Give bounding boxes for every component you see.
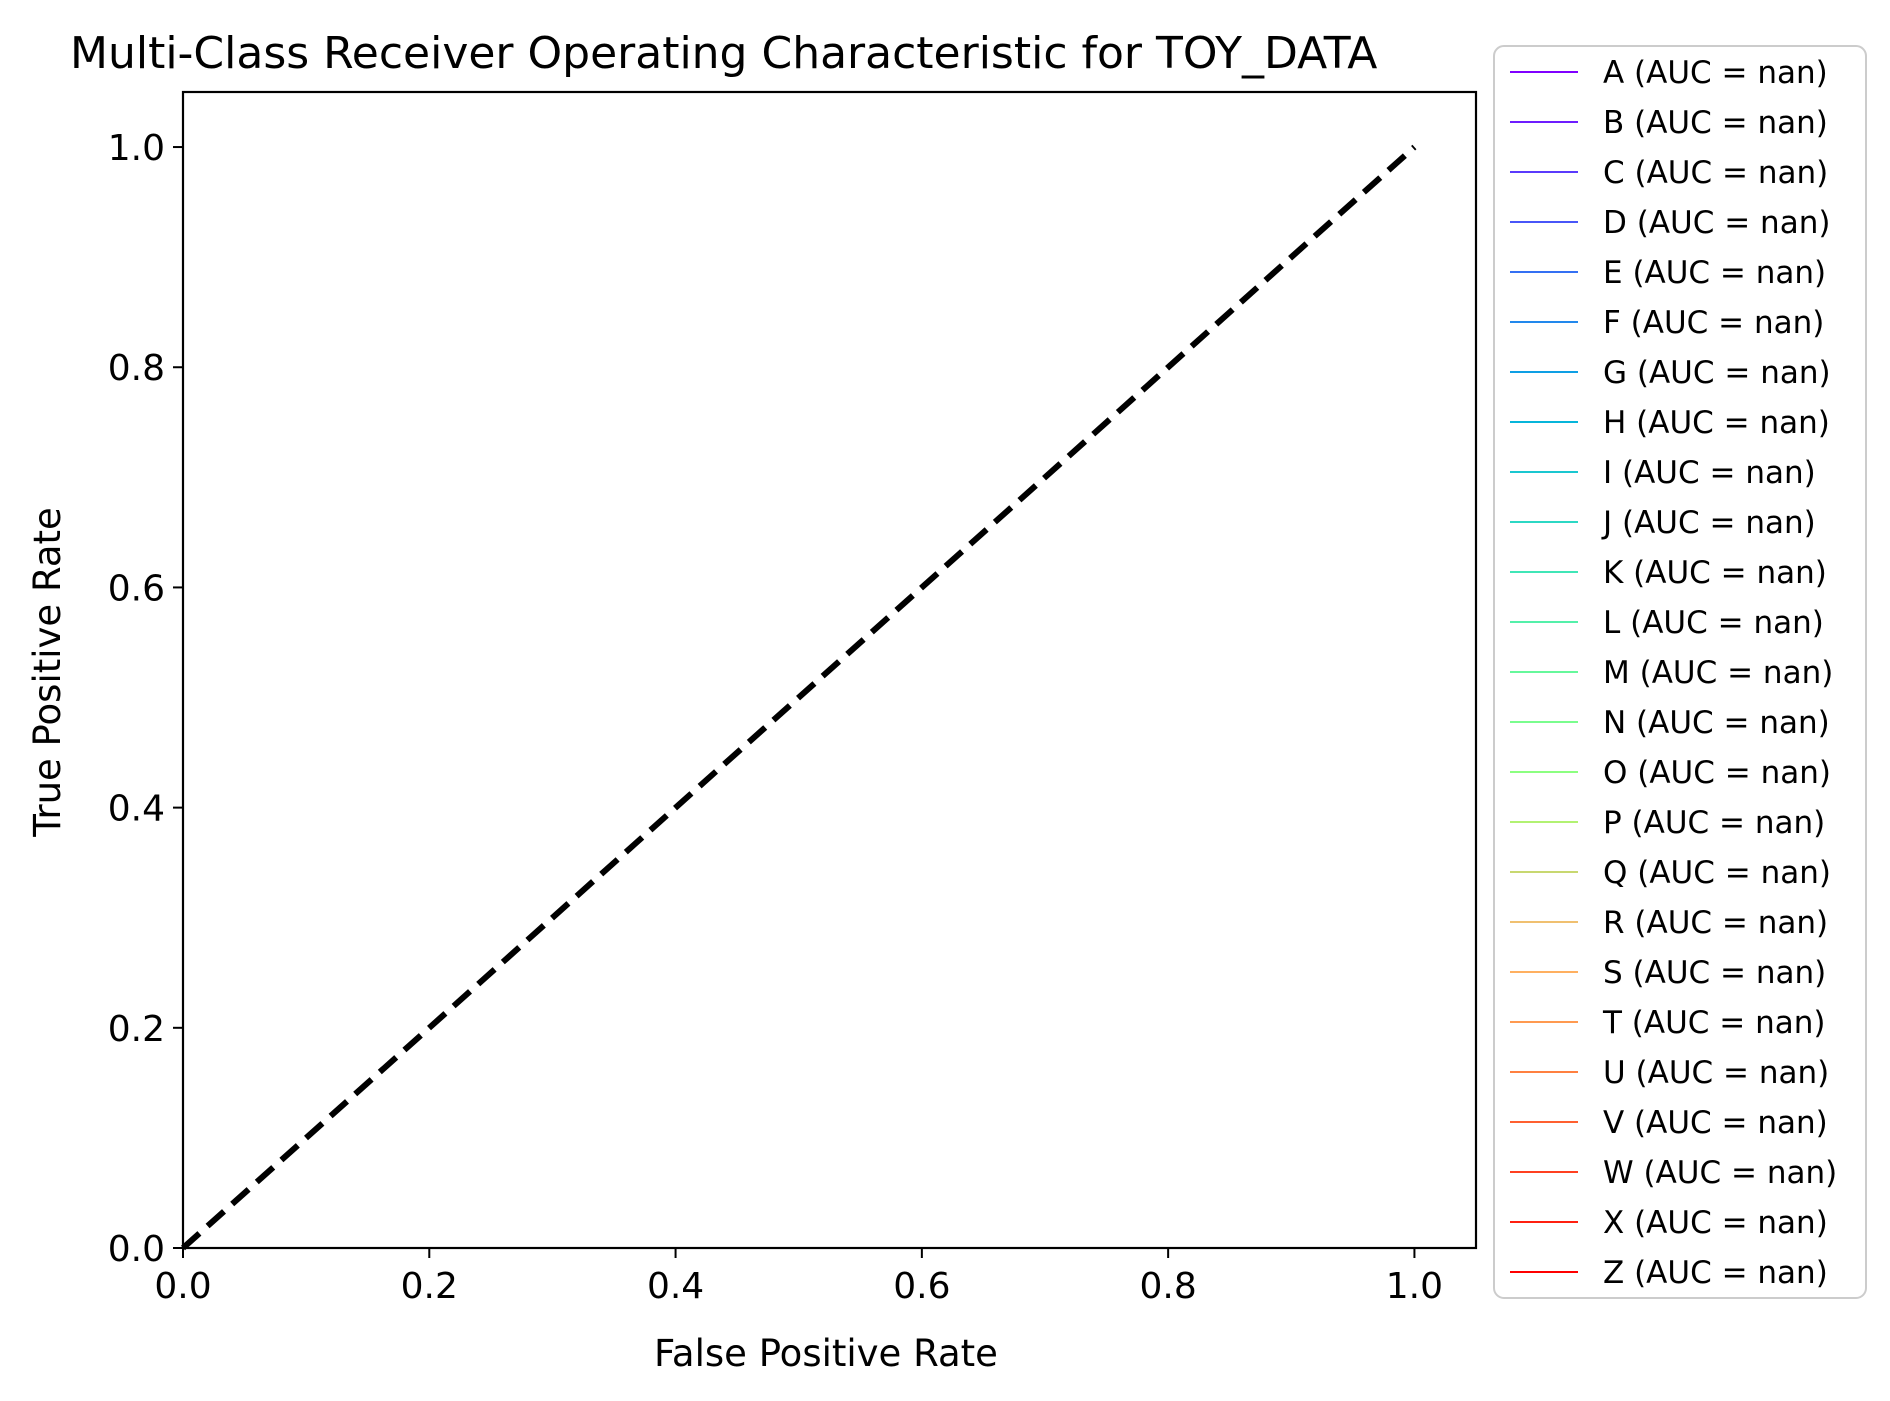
y-tick-label: 0.4 (108, 789, 165, 830)
legend-items: A (AUC = nan) B (AUC = nan) C (AUC = nan) D… (1510, 55, 1837, 1291)
legend-label: H (AUC = nan) (1603, 405, 1830, 441)
legend-label: Q (AUC = nan) (1603, 855, 1831, 891)
legend-entry: U (AUC = nan) (1510, 1055, 1829, 1091)
legend-label: F (AUC = nan) (1603, 305, 1824, 341)
legend-entry: C (AUC = nan) (1510, 155, 1828, 191)
y-axis-label: True Positive Rate (26, 507, 69, 838)
legend-label: A (AUC = nan) (1603, 55, 1828, 91)
legend-label: O (AUC = nan) (1603, 755, 1831, 791)
chance-diagonal-line (181, 144, 1417, 1251)
legend-entry: F (AUC = nan) (1510, 305, 1824, 341)
legend-label: E (AUC = nan) (1603, 255, 1826, 291)
legend-label: M (AUC = nan) (1603, 655, 1833, 691)
legend-label: U (AUC = nan) (1603, 1055, 1829, 1091)
legend-label: T (AUC = nan) (1602, 1005, 1826, 1041)
legend-entry: H (AUC = nan) (1510, 405, 1830, 441)
x-tick-label: 1.0 (1386, 1266, 1443, 1307)
legend-entry: G (AUC = nan) (1510, 355, 1831, 391)
x-tick-label: 0.2 (401, 1266, 458, 1307)
legend-label: N (AUC = nan) (1603, 705, 1830, 741)
legend-entry: B (AUC = nan) (1510, 105, 1828, 141)
legend-entry: R (AUC = nan) (1510, 905, 1828, 941)
y-tick-label: 0.0 (108, 1229, 165, 1270)
legend-entry: A (AUC = nan) (1510, 55, 1828, 91)
legend-entry: L (AUC = nan) (1510, 605, 1824, 641)
legend-label: X (AUC = nan) (1603, 1205, 1828, 1241)
y-axis-ticks: 0.0 0.2 0.4 0.6 0.8 1.0 (108, 128, 183, 1270)
legend-label: D (AUC = nan) (1603, 205, 1830, 241)
y-tick-label: 0.8 (108, 348, 165, 389)
legend-entry: S (AUC = nan) (1510, 955, 1826, 991)
chart-title: Multi-Class Receiver Operating Character… (70, 28, 1377, 79)
legend-entry: O (AUC = nan) (1510, 755, 1831, 791)
legend-label: C (AUC = nan) (1603, 155, 1828, 191)
legend-label: S (AUC = nan) (1603, 955, 1826, 991)
legend-entry: W (AUC = nan) (1510, 1155, 1837, 1191)
legend-entry: T (AUC = nan) (1510, 1005, 1826, 1041)
legend-entry: D (AUC = nan) (1510, 205, 1830, 241)
x-axis-label: False Positive Rate (654, 1332, 998, 1375)
legend-entry: N (AUC = nan) (1510, 705, 1830, 741)
legend-entry: M (AUC = nan) (1510, 655, 1833, 691)
x-tick-label: 0.4 (647, 1266, 704, 1307)
legend-label: Z (AUC = nan) (1603, 1255, 1828, 1291)
legend-entry: I (AUC = nan) (1510, 455, 1816, 491)
legend-entry: Q (AUC = nan) (1510, 855, 1831, 891)
legend-entry: X (AUC = nan) (1510, 1205, 1828, 1241)
legend-label: K (AUC = nan) (1603, 555, 1827, 591)
legend-box (1493, 45, 1867, 1299)
y-tick-label: 0.2 (108, 1009, 165, 1050)
plot-area: 0.0 0.2 0.4 0.6 0.8 1.0 0.0 0.2 0.4 0.6 0.8 1.0 (108, 90, 1478, 1307)
legend-label: W (AUC = nan) (1603, 1155, 1837, 1191)
legend-label: P (AUC = nan) (1603, 805, 1825, 841)
y-tick-label: 0.6 (108, 568, 165, 609)
legend-entry: P (AUC = nan) (1510, 805, 1825, 841)
legend-entry: E (AUC = nan) (1510, 255, 1826, 291)
legend-entry: Z (AUC = nan) (1510, 1255, 1828, 1291)
legend-entry: J (AUC = nan) (1510, 505, 1816, 541)
x-axis-ticks: 0.0 0.2 0.4 0.6 0.8 1.0 (154, 1248, 1443, 1307)
legend-label: R (AUC = nan) (1603, 905, 1828, 941)
y-tick-label: 1.0 (108, 128, 165, 169)
x-tick-label: 0.0 (154, 1266, 211, 1307)
legend-entry: V (AUC = nan) (1510, 1105, 1828, 1141)
legend-label: B (AUC = nan) (1603, 105, 1828, 141)
legend-label: V (AUC = nan) (1603, 1105, 1828, 1141)
legend-label: I (AUC = nan) (1603, 455, 1816, 491)
legend-entry: K (AUC = nan) (1510, 555, 1827, 591)
legend-label: L (AUC = nan) (1603, 605, 1824, 641)
legend-label: J (AUC = nan) (1601, 505, 1816, 541)
x-tick-label: 0.6 (893, 1266, 950, 1307)
legend-label: G (AUC = nan) (1603, 355, 1831, 391)
x-tick-label: 0.8 (1140, 1266, 1197, 1307)
legend: A (AUC = nan) B (AUC = nan) C (AUC = nan) D… (1493, 45, 1867, 1299)
